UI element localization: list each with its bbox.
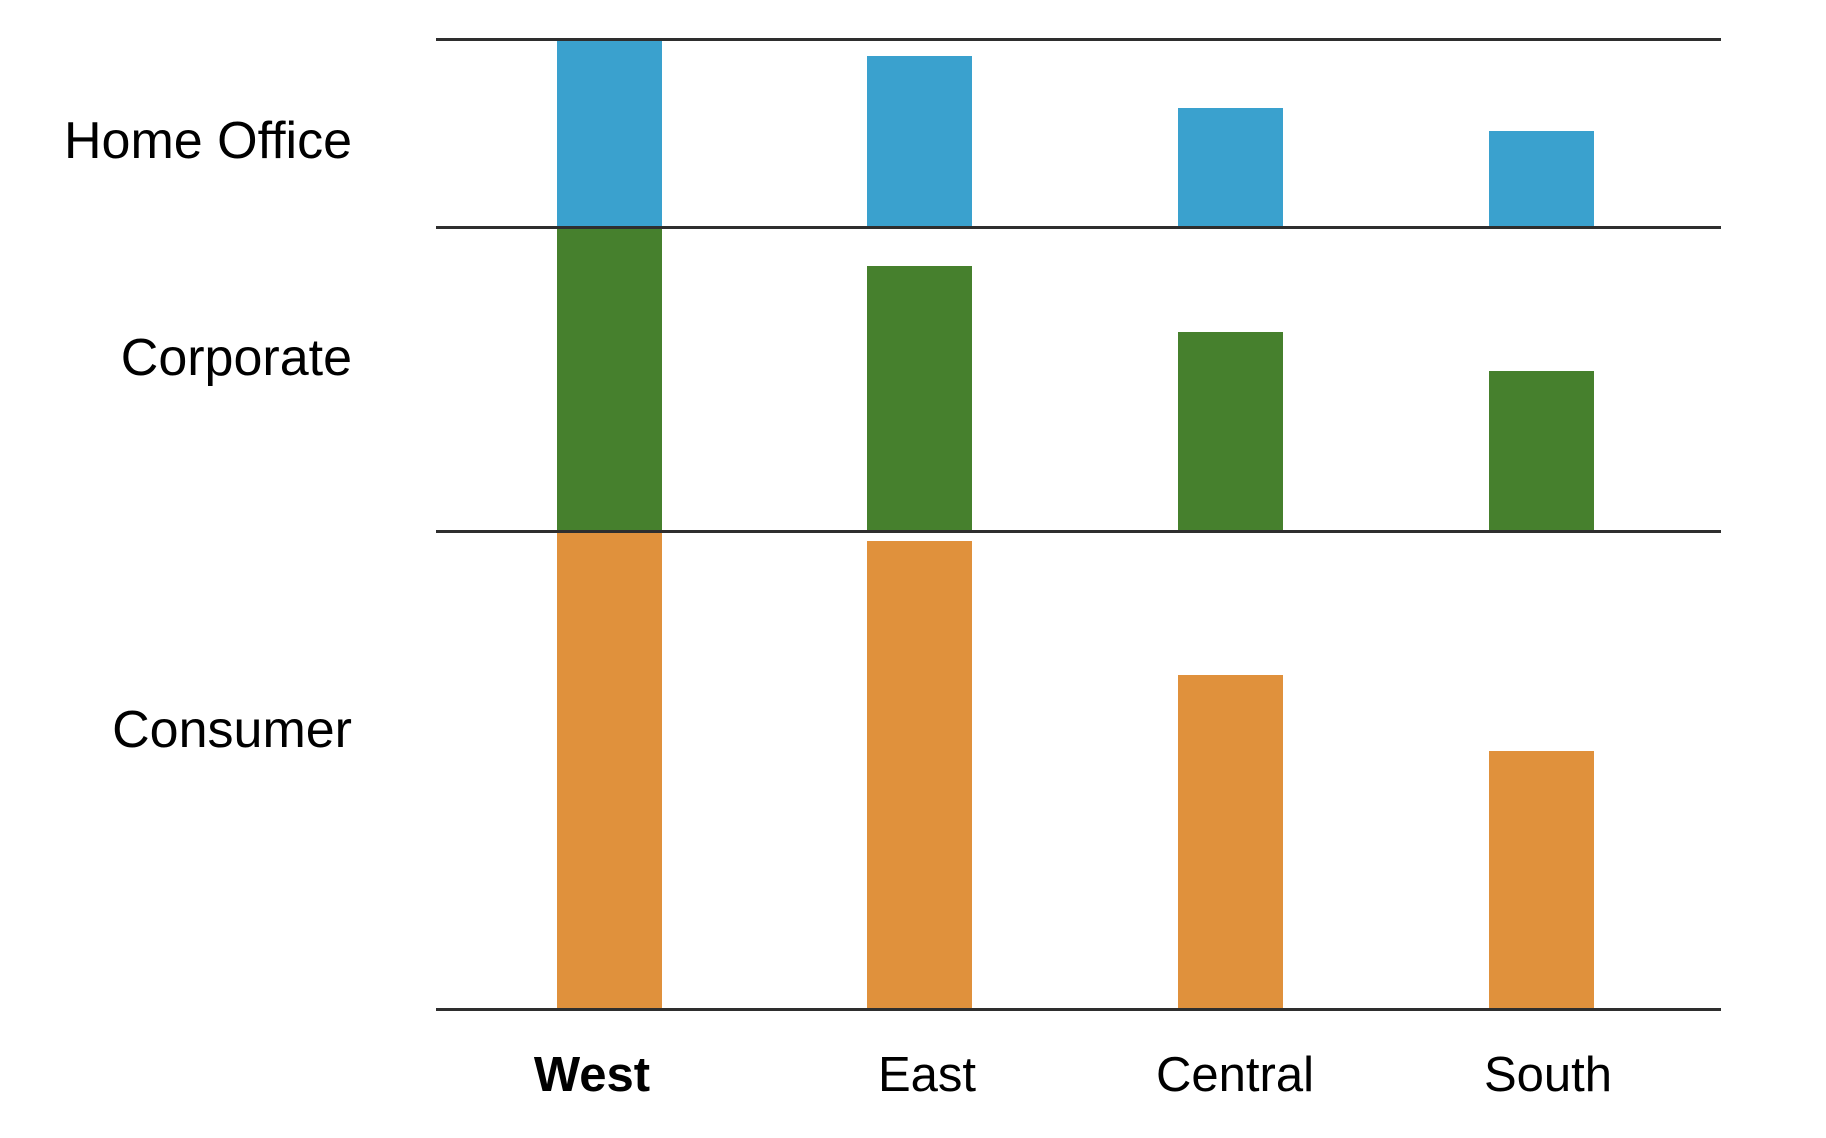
panel-boundary-line-0 bbox=[436, 38, 1721, 41]
panel-boundary-line-3 bbox=[436, 1008, 1721, 1011]
row-label-home-office[interactable]: Home Office bbox=[63, 112, 352, 170]
panel-boundary-line-1 bbox=[436, 226, 1721, 229]
bar-consumer-south[interactable] bbox=[1489, 751, 1594, 1009]
bar-corporate-south[interactable] bbox=[1489, 371, 1594, 531]
x-axis-label-central[interactable]: Central bbox=[1156, 1048, 1314, 1102]
x-axis-label-west[interactable]: West bbox=[533, 1048, 651, 1102]
bar-home-office-central[interactable] bbox=[1178, 108, 1283, 227]
row-label-corporate[interactable]: Corporate bbox=[120, 329, 352, 387]
bar-consumer-east[interactable] bbox=[867, 541, 972, 1009]
bar-home-office-east[interactable] bbox=[867, 56, 972, 227]
bar-corporate-east[interactable] bbox=[867, 266, 972, 531]
x-axis-label-east[interactable]: East bbox=[877, 1048, 977, 1102]
x-axis-label-south[interactable]: South bbox=[1483, 1048, 1613, 1102]
bar-home-office-south[interactable] bbox=[1489, 131, 1594, 227]
bar-consumer-west[interactable] bbox=[557, 531, 662, 1009]
bar-corporate-west[interactable] bbox=[557, 227, 662, 531]
bar-consumer-central[interactable] bbox=[1178, 675, 1283, 1009]
panel-boundary-line-2 bbox=[436, 530, 1721, 533]
row-label-consumer[interactable]: Consumer bbox=[112, 701, 352, 759]
bar-corporate-central[interactable] bbox=[1178, 332, 1283, 531]
bar-home-office-west[interactable] bbox=[557, 39, 662, 227]
